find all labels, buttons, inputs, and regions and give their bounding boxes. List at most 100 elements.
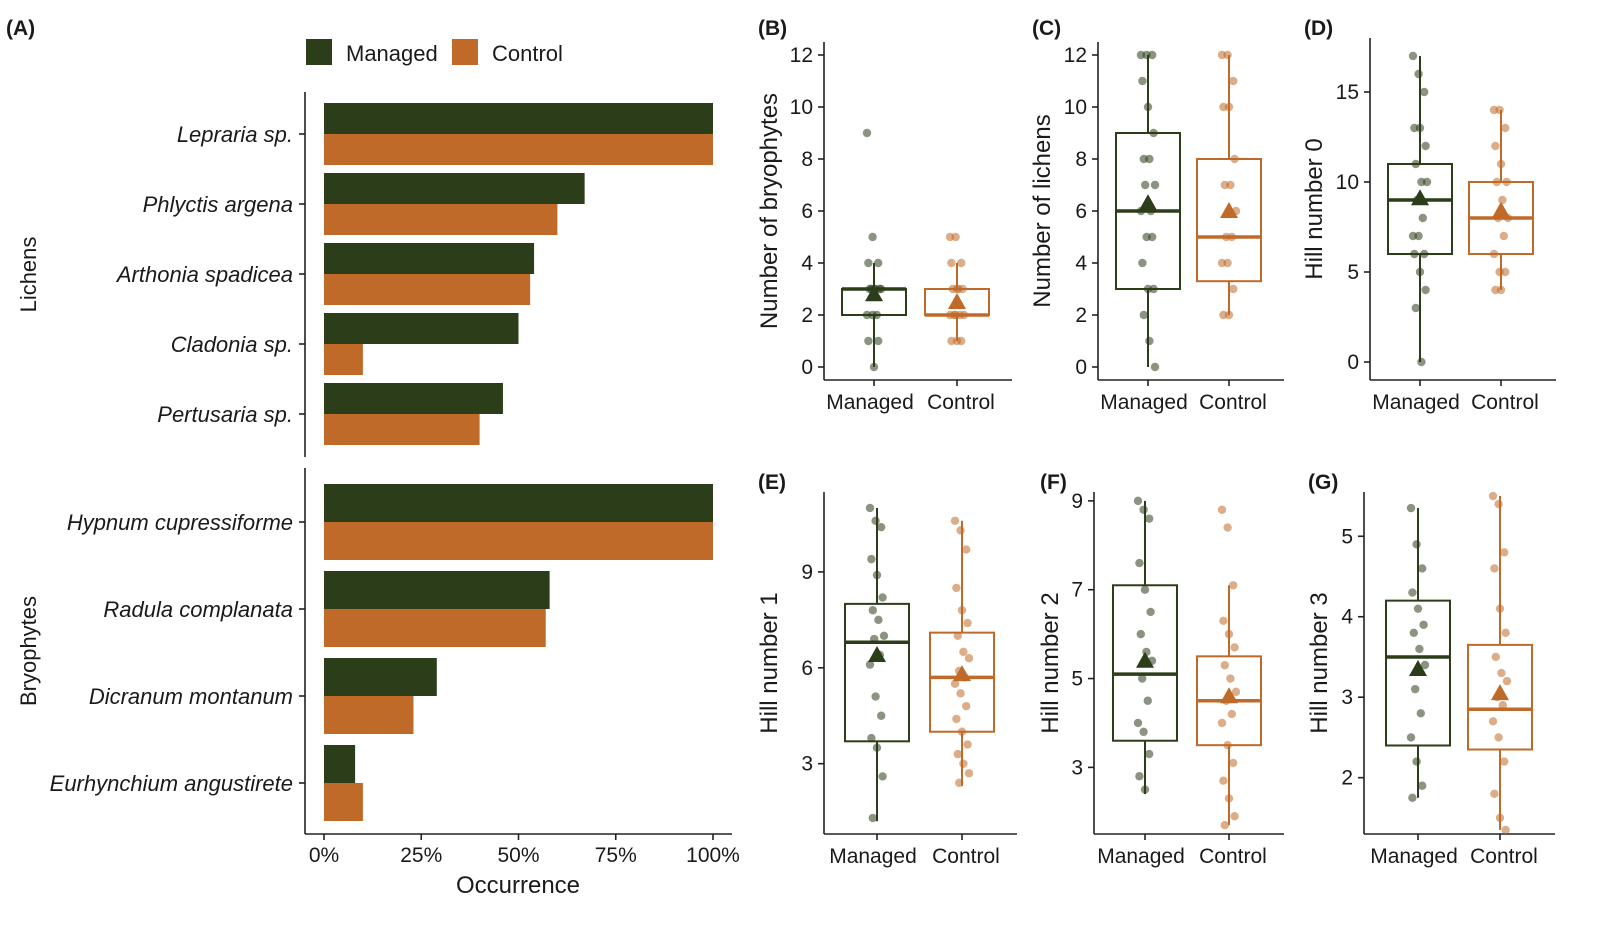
data-point-managed [1408, 51, 1418, 61]
mean-marker-managed [865, 285, 883, 302]
data-point-control [957, 258, 966, 268]
legend-label-managed: Managed [346, 41, 438, 66]
panel-label-a: (A) [6, 17, 35, 40]
data-point-managed [868, 606, 877, 615]
bar-managed-pertusaria-sp- [324, 383, 503, 414]
data-point-managed [872, 570, 882, 580]
data-point-managed [874, 336, 883, 346]
data-point-control [1224, 102, 1234, 112]
panel-label-b: (B) [758, 17, 787, 40]
data-point-managed [1149, 284, 1158, 294]
data-point-control [1229, 581, 1238, 590]
bar-managed-dicranum-montanum [324, 658, 437, 696]
data-point-control [1230, 643, 1239, 652]
data-point-control [959, 759, 968, 768]
mean-marker-control [1220, 202, 1238, 218]
data-point-managed [1408, 793, 1417, 802]
data-point-managed [1409, 628, 1419, 638]
x-tick-label-managed: Managed [1370, 845, 1458, 868]
data-point-control [964, 769, 974, 778]
y-axis-title-e: Hill number 1 [756, 592, 783, 733]
y-tick-label: 2 [801, 304, 813, 327]
data-point-control [1502, 676, 1512, 686]
data-point-managed [1414, 231, 1423, 241]
data-point-control [1488, 491, 1498, 501]
data-point-control [1224, 629, 1234, 639]
legend-swatch-managed [306, 39, 332, 65]
data-point-managed [867, 554, 876, 564]
y-tick-label: 5 [1341, 525, 1353, 548]
data-point-managed [1148, 50, 1157, 60]
data-point-control [1227, 232, 1237, 242]
data-point-control [1219, 776, 1228, 785]
y-tick-label: 10 [790, 96, 813, 119]
mean-marker-managed [1136, 651, 1154, 668]
data-point-managed [865, 503, 875, 513]
data-point-managed [1406, 503, 1416, 513]
x-tick-label: 0% [309, 844, 339, 867]
data-point-control [1223, 523, 1232, 532]
bar-managed-lepraria-sp- [324, 103, 713, 134]
y-tick-label: 12 [790, 44, 813, 67]
box-control [1196, 158, 1262, 283]
data-point-managed [1417, 357, 1426, 367]
data-point-managed [1412, 757, 1421, 766]
data-point-managed [870, 634, 879, 644]
data-point-managed [1140, 585, 1150, 594]
data-point-control [1500, 757, 1509, 766]
data-point-managed [874, 258, 883, 268]
mean-marker-control [1220, 687, 1238, 704]
data-point-control [1226, 180, 1235, 190]
data-point-managed [1420, 87, 1429, 97]
data-point-managed [1418, 781, 1427, 790]
data-point-control [1501, 825, 1510, 835]
y-axis-title-f: Hill number 2 [1037, 592, 1064, 733]
data-point-managed [1413, 604, 1423, 613]
data-point-managed [1145, 336, 1154, 346]
y-tick-label: 9 [801, 561, 813, 584]
mean-marker-managed [1409, 660, 1427, 677]
data-point-managed [877, 711, 886, 720]
bar-control-lepraria-sp- [324, 134, 713, 165]
data-point-managed [1421, 285, 1430, 295]
data-point-control [1501, 123, 1510, 133]
data-point-control [952, 336, 962, 346]
data-point-control [1230, 812, 1239, 821]
data-point-managed [1145, 154, 1154, 164]
y-axis-title-c: Number of lichens [1029, 114, 1056, 307]
x-tick-label-managed: Managed [1097, 845, 1185, 868]
data-point-managed [876, 284, 886, 294]
y-tick-label: 5 [1071, 668, 1083, 691]
facet-strip-lichens: Lichens [16, 237, 41, 313]
data-point-control [1501, 628, 1510, 638]
data-point-managed [1149, 128, 1158, 138]
data-point-control [1489, 249, 1499, 259]
species-label: Lepraria sp. [177, 122, 293, 147]
mean-marker-control [1492, 201, 1510, 218]
data-point-control [1495, 813, 1505, 823]
y-tick-label: 3 [1071, 756, 1083, 779]
panel-label-f: (F) [1040, 471, 1067, 494]
y-tick-label: 2 [1341, 767, 1353, 790]
x-tick-label-control: Control [1471, 391, 1539, 414]
mean-marker-control [1491, 684, 1509, 701]
bar-managed-eurhynchium-angustirete [324, 745, 356, 783]
data-point-managed [1139, 310, 1149, 320]
x-tick-label-managed: Managed [1100, 391, 1188, 414]
data-point-control [951, 232, 960, 242]
data-point-managed [1135, 772, 1144, 781]
species-label: Radula complanata [103, 597, 293, 622]
data-point-control [962, 545, 971, 554]
data-point-control [1494, 733, 1503, 742]
data-point-managed [868, 310, 877, 320]
x-tick-label-managed: Managed [1372, 391, 1460, 414]
y-tick-label: 12 [1064, 44, 1087, 67]
x-tick-label-control: Control [1199, 391, 1267, 414]
data-point-managed [864, 258, 873, 268]
bar-control-radula-complanata [324, 609, 546, 647]
species-label: Phlyctis argena [143, 192, 293, 217]
y-tick-label: 6 [801, 657, 813, 680]
data-point-control [1497, 668, 1506, 678]
data-point-control [1495, 105, 1504, 115]
x-tick-label-control: Control [1199, 845, 1267, 868]
